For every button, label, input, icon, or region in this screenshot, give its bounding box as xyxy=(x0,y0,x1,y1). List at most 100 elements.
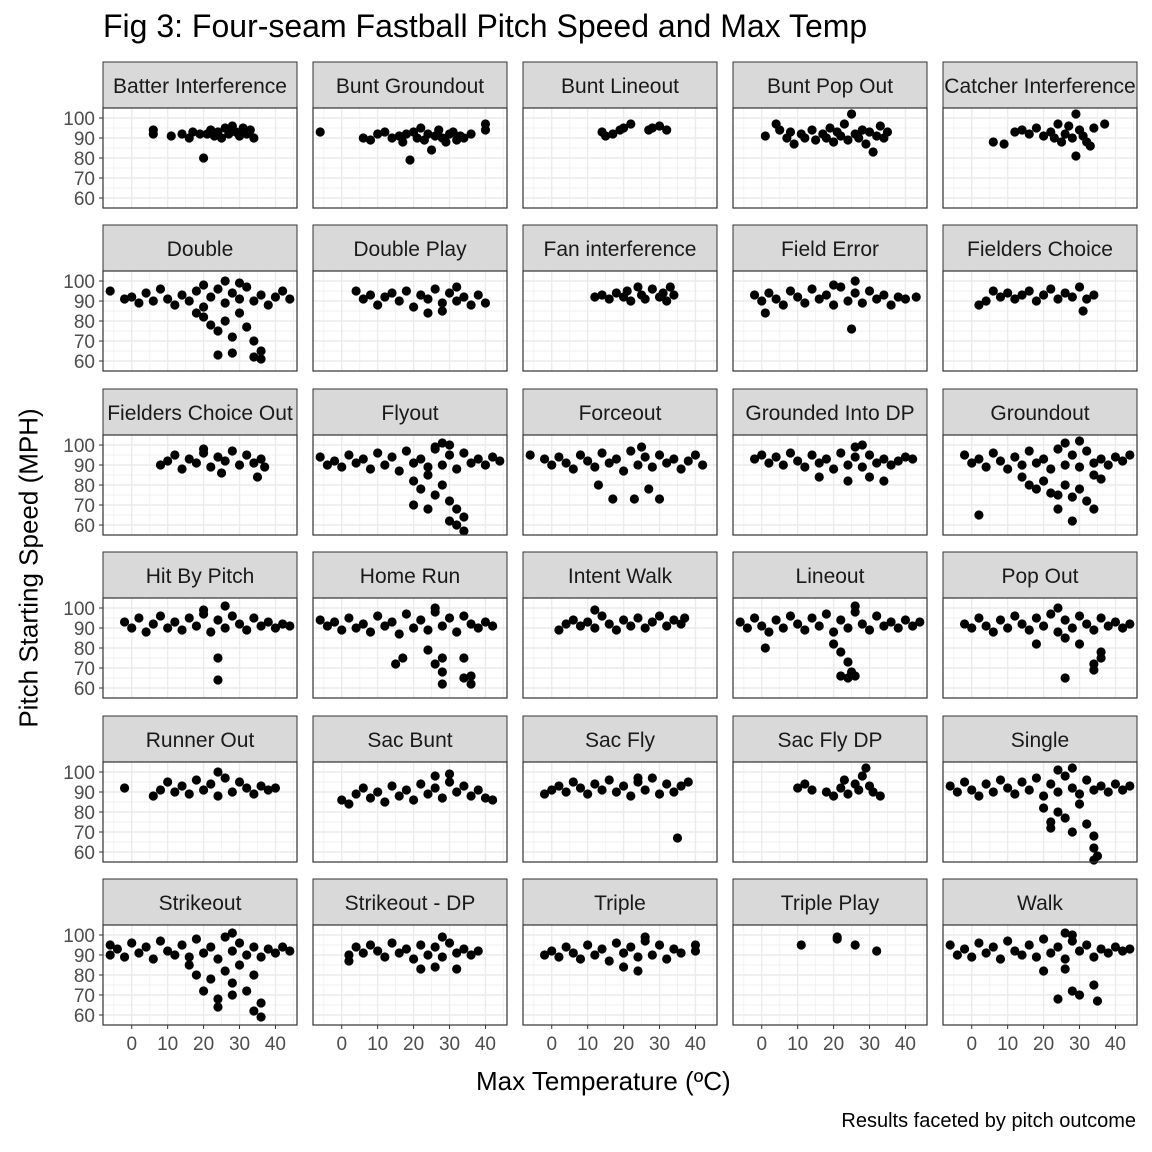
data-point xyxy=(1089,785,1099,795)
data-point xyxy=(1074,282,1085,292)
data-point xyxy=(387,452,397,462)
data-point xyxy=(105,950,115,960)
data-point xyxy=(480,617,491,627)
data-point xyxy=(459,611,469,621)
data-point xyxy=(112,944,122,954)
data-point xyxy=(1085,141,1095,151)
y-tick-label: 80 xyxy=(74,639,95,660)
data-point xyxy=(735,617,745,627)
data-point xyxy=(206,779,216,789)
data-point xyxy=(872,946,882,956)
data-point xyxy=(1017,290,1027,300)
data-point xyxy=(785,611,796,621)
data-point xyxy=(1038,131,1049,141)
data-point xyxy=(839,775,849,785)
data-point xyxy=(771,294,781,304)
data-point xyxy=(198,312,209,322)
data-point xyxy=(561,458,571,468)
data-point xyxy=(1103,460,1113,470)
data-point xyxy=(575,954,586,964)
data-point xyxy=(1089,470,1099,480)
data-point xyxy=(444,450,455,460)
data-point xyxy=(828,464,839,474)
data-point xyxy=(358,133,368,143)
data-point xyxy=(256,290,266,300)
data-point xyxy=(800,298,810,308)
panel-border xyxy=(732,107,928,209)
data-point xyxy=(988,448,998,458)
data-point xyxy=(213,675,223,685)
data-point xyxy=(836,783,846,793)
data-point xyxy=(242,950,252,960)
data-point xyxy=(1067,492,1077,502)
chart-title: Fig 3: Four-seam Fastball Pitch Speed an… xyxy=(103,8,868,44)
data-point xyxy=(252,472,263,482)
y-tick-label: 80 xyxy=(74,803,95,824)
data-point xyxy=(654,494,665,504)
data-point xyxy=(430,442,440,452)
data-point xyxy=(836,671,846,681)
data-point xyxy=(387,781,397,791)
data-point xyxy=(1060,771,1070,781)
data-point xyxy=(234,960,245,970)
data-point xyxy=(864,450,875,460)
data-point xyxy=(423,308,433,318)
data-point xyxy=(437,298,447,308)
facet-strip-label: Double Play xyxy=(353,238,467,261)
x-tick-label: 40 xyxy=(475,1034,496,1055)
data-point xyxy=(547,946,557,956)
facet-strip-label: Triple Play xyxy=(781,892,880,915)
y-tick-label: 90 xyxy=(74,129,95,150)
data-point xyxy=(473,946,483,956)
data-point xyxy=(854,133,864,143)
data-point xyxy=(1074,611,1085,621)
data-point xyxy=(213,791,223,801)
data-point xyxy=(554,952,564,962)
facet-panel-grounded-into-dp: Grounded Into DP xyxy=(732,388,928,536)
data-point xyxy=(141,627,151,637)
facet-strip xyxy=(312,878,508,926)
data-point xyxy=(444,777,455,787)
data-point xyxy=(155,611,166,621)
data-point xyxy=(423,950,433,960)
data-point xyxy=(633,966,643,976)
facet-panel-single: Single xyxy=(942,715,1138,865)
data-point xyxy=(430,284,440,294)
data-point xyxy=(1089,952,1099,962)
facet-panel-walk: Walk 0 10 20 30 40 xyxy=(942,878,1138,1055)
data-point xyxy=(242,783,252,793)
data-point xyxy=(814,621,824,631)
data-point xyxy=(466,671,476,681)
panel-border xyxy=(312,924,508,1026)
facet-panel-home-run: Home Run xyxy=(312,551,508,699)
data-point xyxy=(974,300,984,310)
data-point xyxy=(394,466,404,476)
data-point xyxy=(981,296,991,306)
data-point xyxy=(473,454,483,464)
facet-strip xyxy=(732,551,928,599)
data-point xyxy=(256,454,266,464)
facet-strip xyxy=(522,224,718,272)
data-point xyxy=(198,605,209,615)
data-point xyxy=(1017,777,1027,787)
facet-strip-label: Forceout xyxy=(579,402,662,425)
data-point xyxy=(351,458,361,468)
data-point xyxy=(832,932,842,942)
data-point xyxy=(800,625,810,635)
data-point xyxy=(850,940,860,950)
data-point xyxy=(134,613,144,623)
facet-panel-bunt-groundout: Bunt Groundout xyxy=(312,61,508,209)
data-point xyxy=(981,948,991,958)
data-point xyxy=(234,278,245,288)
y-tick-label: 90 xyxy=(74,619,95,640)
data-point xyxy=(127,938,137,948)
data-point xyxy=(177,290,187,300)
data-point xyxy=(119,952,130,962)
data-point xyxy=(821,454,832,464)
data-point xyxy=(1053,765,1063,775)
data-point xyxy=(213,1002,223,1012)
data-point xyxy=(633,613,643,623)
data-point xyxy=(344,956,354,966)
